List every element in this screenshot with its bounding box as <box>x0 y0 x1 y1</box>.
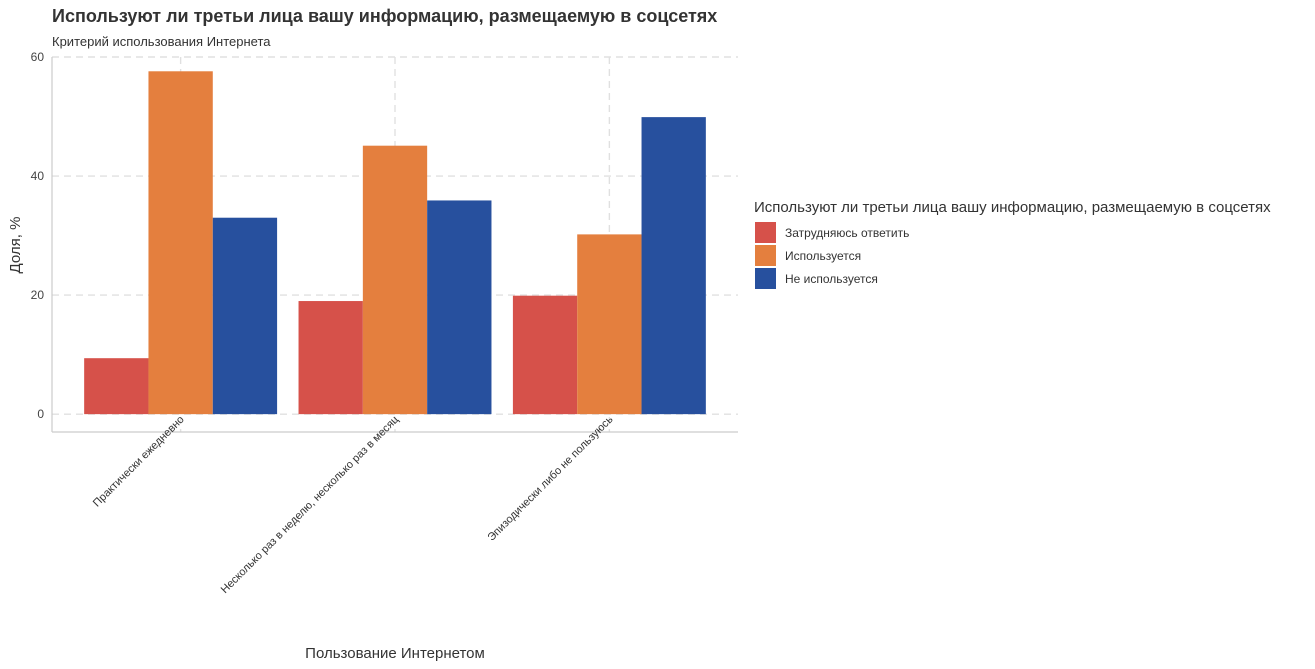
x-tick-label: Практически ежедневно <box>91 414 187 510</box>
bar <box>512 295 578 415</box>
legend: Используют ли третьи лица вашу информаци… <box>754 199 1271 289</box>
y-tick-label: 40 <box>31 169 45 183</box>
chart-subtitle: Критерий использования Интернета <box>52 34 271 49</box>
x-tick-labels: Практически ежедневно Несколько раз в нед… <box>91 413 616 596</box>
y-tick-label: 60 <box>31 50 45 64</box>
bar <box>577 234 642 415</box>
y-axis-title: Доля, % <box>7 217 24 274</box>
legend-swatch <box>755 222 776 243</box>
legend-swatch <box>755 268 776 289</box>
legend-label: Используется <box>785 249 861 263</box>
axes <box>51 57 738 433</box>
legend-swatch <box>755 245 776 266</box>
bar <box>148 71 213 415</box>
y-tick-label: 20 <box>31 288 45 302</box>
y-tick-label: 0 <box>37 407 44 421</box>
y-tick-labels: 0 20 40 60 <box>31 50 45 421</box>
x-tick-label: Несколько раз в неделю, несколько раз в … <box>219 413 402 596</box>
bar <box>84 358 149 415</box>
legend-label: Не используется <box>785 272 878 286</box>
bar <box>298 301 363 415</box>
bar <box>641 117 706 415</box>
bar <box>427 200 492 415</box>
legend-label: Затрудняюсь ответить <box>785 226 909 240</box>
x-axis-title: Пользование Интернетом <box>305 645 485 662</box>
chart-title: Используют ли третьи лица вашу информаци… <box>52 6 717 26</box>
bar <box>362 145 428 415</box>
bar <box>212 217 278 415</box>
legend-title: Используют ли третьи лица вашу информаци… <box>754 199 1271 216</box>
bars <box>84 71 706 415</box>
x-tick-label: Эпизодически либо не пользуюсь <box>485 413 615 543</box>
